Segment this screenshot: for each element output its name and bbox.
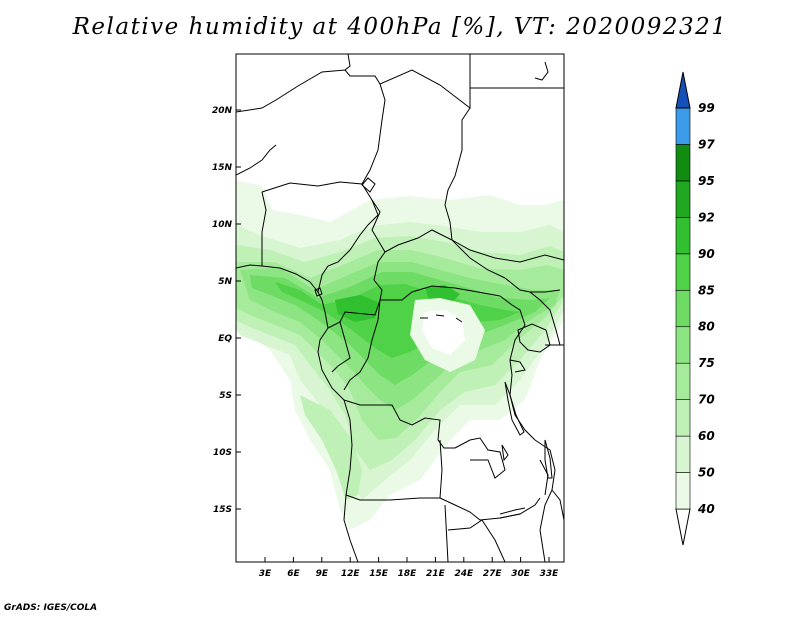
shade-level-92 — [335, 295, 378, 322]
colorbar: 40 50 60 70 75 80 85 90 92 95 97 99 — [675, 71, 715, 546]
lat-label: 5S — [219, 391, 232, 401]
border-drc-zambia — [454, 437, 506, 479]
lat-label: 15N — [212, 163, 233, 173]
border-drc-east — [509, 374, 536, 441]
colorbar-label: 70 — [698, 393, 715, 407]
lake-kariba — [499, 507, 526, 515]
border-mozambique — [551, 489, 564, 521]
border-angola-zambia — [439, 439, 443, 499]
border-burkina — [236, 144, 277, 176]
border-rwanda — [509, 359, 526, 373]
lake-chad — [361, 177, 376, 193]
border-sudan-south — [451, 239, 564, 263]
colorbar-segment — [675, 217, 691, 255]
humidity-shading — [236, 180, 564, 530]
border-east-africa — [529, 291, 561, 346]
lon-label: 21E — [426, 569, 446, 579]
colorbar-segment — [675, 472, 691, 510]
colorbar-upper-triangle — [675, 71, 691, 109]
lon-label: 6E — [287, 569, 300, 579]
lat-label: 15S — [213, 505, 232, 515]
country-borders — [236, 54, 564, 562]
colorbar-segment — [675, 289, 691, 328]
lon-label: 3E — [259, 569, 272, 579]
border-chad-libya — [379, 54, 471, 110]
border-niger-chad — [344, 54, 351, 71]
colorbar-label: 97 — [698, 137, 715, 151]
lat-label: 5N — [218, 277, 232, 287]
lat-label: EQ — [218, 334, 232, 344]
shade-level-90 — [275, 282, 520, 358]
lat-label: 10N — [212, 220, 233, 230]
colorbar-label: 90 — [698, 247, 715, 261]
colorbar-label: 75 — [698, 356, 715, 370]
lat-label: 20N — [212, 106, 233, 116]
lon-label: 18E — [398, 569, 418, 579]
border-car-south — [380, 285, 501, 301]
border-gabon-congo — [327, 299, 381, 329]
credit-text: GrADS: IGES/COLA — [4, 603, 98, 613]
lon-label: 24E — [454, 569, 474, 579]
colorbar-segment — [675, 435, 691, 473]
colorbar-label: 60 — [698, 429, 715, 443]
colorbar-segment — [675, 107, 691, 145]
colorbar-segment — [675, 326, 691, 364]
border-angola-namibia — [345, 494, 440, 501]
coastline-west-africa — [236, 264, 359, 562]
border-cameroon-chad — [371, 199, 386, 301]
inland-dash-2 — [435, 314, 445, 317]
border-car-north — [384, 229, 506, 279]
border-namibia-botswana — [444, 504, 449, 562]
colorbar-segment — [675, 144, 691, 182]
map-frame — [235, 53, 565, 563]
border-gabon-south — [331, 321, 351, 373]
dry-pocket-core — [422, 310, 465, 355]
inland-dash-3 — [455, 317, 463, 323]
longitude-axis: 3E 6E 9E 12E 15E 18E 21E 24E 27E 30E 33E — [259, 557, 559, 579]
colorbar-label: 80 — [698, 320, 715, 334]
lake-malawi — [544, 439, 553, 479]
shade-level-70 — [300, 395, 362, 500]
lake-victoria — [517, 323, 551, 353]
colorbar-segment — [675, 180, 691, 218]
border-chad-sudan — [444, 107, 471, 241]
lat-label: 10S — [213, 448, 232, 458]
border-malawi — [539, 459, 549, 496]
lon-label: 9E — [316, 569, 329, 579]
red-sea-coast — [534, 61, 549, 81]
colorbar-label: 99 — [698, 101, 715, 115]
border-botswana-zim — [481, 519, 506, 562]
border-mali-niger — [236, 69, 386, 185]
colorbar-segment — [675, 399, 691, 437]
colorbar-label: 95 — [698, 174, 715, 188]
lon-label: 12E — [341, 569, 361, 579]
colorbar-label: 85 — [698, 283, 715, 297]
colorbar-label: 92 — [698, 210, 715, 224]
lon-label: 27E — [483, 569, 503, 579]
bioko — [314, 287, 323, 297]
lake-tanganyika — [504, 381, 525, 436]
border-zambia-zim — [499, 497, 541, 519]
colorbar-segment — [675, 362, 691, 400]
lon-label: 30E — [511, 569, 531, 579]
border-congo-drc — [343, 299, 381, 391]
colorbar-label: 50 — [698, 466, 715, 480]
lon-label: 15E — [369, 569, 389, 579]
border-caprivi — [447, 519, 483, 531]
colorbar-lower-triangle — [675, 508, 691, 546]
map-title: Relative humidity at 400hPa [%], VT: 202… — [72, 14, 728, 40]
colorbar-segment — [675, 253, 691, 291]
lake-mweru — [501, 444, 509, 462]
border-nigeria-cameroon — [317, 214, 379, 293]
colorbar-label: 40 — [697, 502, 715, 516]
latitude-axis: 20N 15N 10N 5N EQ 5S 10S 15S — [212, 106, 241, 515]
border-drc-angola — [343, 399, 455, 449]
lon-label: 33E — [540, 569, 560, 579]
border-benin — [261, 191, 267, 266]
